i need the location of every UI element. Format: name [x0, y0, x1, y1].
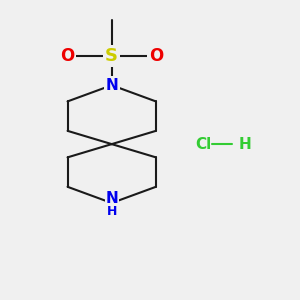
Text: N: N	[105, 78, 118, 93]
Text: O: O	[149, 47, 163, 65]
Text: H: H	[106, 205, 117, 218]
Text: S: S	[105, 47, 118, 65]
Text: Cl: Cl	[196, 136, 212, 152]
Text: O: O	[60, 47, 75, 65]
Text: N: N	[105, 191, 118, 206]
Text: H: H	[238, 136, 251, 152]
